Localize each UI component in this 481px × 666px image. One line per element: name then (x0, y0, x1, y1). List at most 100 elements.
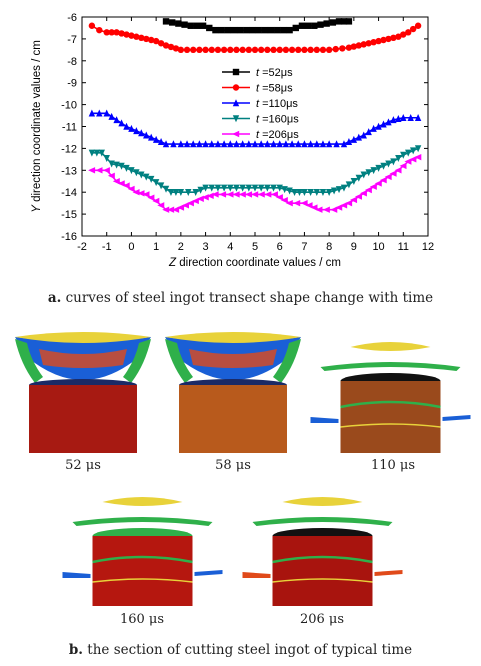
x-tick-label: 6 (277, 241, 283, 253)
data-point (245, 184, 253, 192)
data-point (345, 138, 353, 146)
x-tick-label: 11 (398, 241, 409, 253)
data-point (220, 140, 228, 148)
data-point (236, 26, 244, 34)
legend-marker (232, 130, 240, 138)
data-point (128, 32, 135, 39)
inner-band-2 (92, 578, 193, 583)
data-point (172, 206, 180, 213)
data-point (293, 199, 301, 207)
y-axis-label: Y direction coordinate values / cm (31, 40, 43, 213)
inner-band-2 (272, 578, 373, 583)
x-tick-label: 3 (203, 241, 209, 253)
data-point (214, 46, 222, 54)
data-point (400, 31, 407, 38)
data-point (190, 140, 197, 148)
data-point (181, 21, 188, 28)
ejected-fragment-left (310, 417, 339, 423)
data-point (335, 18, 343, 25)
data-point (360, 171, 367, 179)
y-tick-label: -8 (67, 56, 77, 68)
data-point (103, 29, 110, 36)
data-point (214, 184, 222, 192)
data-point (98, 149, 105, 157)
data-point (335, 186, 343, 194)
left-wing (165, 339, 193, 383)
inner-band-2 (340, 423, 441, 428)
data-point (280, 26, 287, 34)
x-tick-label: 10 (372, 241, 384, 253)
x-tick-label: 8 (326, 241, 332, 253)
series-4 (88, 153, 422, 213)
data-point (196, 140, 203, 148)
snapshot-label-160us: 160 μs (119, 612, 165, 627)
data-point (107, 172, 115, 179)
data-point (197, 186, 204, 194)
data-point (177, 46, 185, 54)
data-point (267, 26, 275, 34)
x-tick-label: 5 (252, 241, 258, 253)
data-point (389, 170, 397, 177)
data-point (245, 191, 253, 198)
data-point (138, 129, 145, 137)
ingot-body (92, 536, 193, 606)
data-point (340, 184, 348, 192)
data-point (355, 174, 362, 182)
data-point (319, 189, 327, 196)
data-point (103, 109, 110, 117)
data-point (122, 182, 130, 189)
x-tick-label: 12 (422, 241, 434, 253)
data-point (93, 149, 101, 157)
data-point (409, 147, 417, 155)
snapshot-label-206us: 206 μs (299, 612, 345, 627)
data-point (128, 124, 135, 132)
top-rim (15, 332, 151, 343)
data-point (311, 22, 318, 29)
data-point (264, 184, 271, 192)
data-point (175, 20, 182, 27)
data-point (88, 167, 96, 174)
data-point (251, 184, 259, 192)
x-tick-label: 1 (153, 241, 159, 253)
data-point (113, 161, 120, 169)
data-point (167, 43, 175, 51)
data-point (350, 43, 358, 50)
data-point (414, 153, 422, 161)
ejected-fragment-left (62, 572, 91, 578)
data-point (257, 140, 265, 148)
left-wing (15, 339, 43, 383)
data-point (148, 175, 155, 183)
data-point (162, 140, 170, 148)
data-point (295, 46, 302, 54)
data-point (325, 189, 333, 196)
data-point (325, 46, 333, 54)
x-tick-label: -1 (102, 241, 112, 253)
ingot-body (29, 385, 137, 453)
data-point (350, 196, 358, 204)
x-tick-label: 7 (301, 241, 307, 253)
data-point (208, 140, 215, 148)
data-point (340, 202, 348, 209)
y-tick-label: -15 (61, 209, 77, 221)
ejected-fragment-right (442, 415, 471, 421)
data-point (187, 22, 194, 29)
data-point (407, 113, 414, 121)
data-point (243, 26, 250, 34)
data-point (340, 18, 348, 25)
data-point (251, 140, 259, 148)
data-point (147, 194, 155, 201)
data-point (112, 178, 120, 185)
data-point (345, 18, 353, 25)
data-point (142, 191, 150, 198)
data-point (286, 26, 293, 34)
data-point (143, 35, 150, 43)
data-point (206, 24, 213, 32)
legend-label: t =160μs (256, 114, 299, 126)
data-point (288, 140, 296, 148)
data-point (245, 140, 253, 148)
snapshot-160us (62, 497, 223, 606)
data-point (152, 179, 160, 187)
data-point (390, 34, 397, 42)
data-point (264, 140, 271, 148)
y-tick-label: -9 (67, 78, 77, 90)
